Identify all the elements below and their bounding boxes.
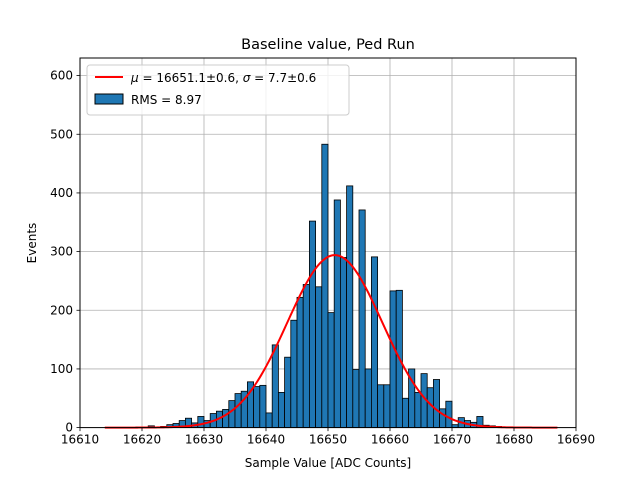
- histogram-bar: [234, 393, 242, 428]
- histogram-bar: [333, 199, 341, 428]
- histogram-bar: [253, 386, 261, 428]
- histogram-bar: [327, 312, 335, 429]
- legend-histogram-swatch: [94, 93, 124, 105]
- chart-title: Baseline value, Ped Run: [241, 37, 415, 53]
- y-axis-label: Events: [25, 223, 39, 264]
- y-tick-label: 200: [50, 303, 73, 317]
- histogram-bar: [271, 344, 279, 429]
- histogram-bar: [389, 290, 397, 429]
- histogram-bar: [259, 384, 267, 428]
- histogram-bar: [222, 409, 230, 428]
- x-tick-label: 16630: [185, 433, 223, 447]
- histogram-bar: [284, 356, 292, 429]
- x-axis-ticks: 16610 16620 16630 16640 16650 16660 16670 16680…: [61, 427, 595, 447]
- y-tick-label: 100: [50, 362, 73, 376]
- histogram-bar: [426, 387, 434, 428]
- legend-fit-label: μ = 16651.1±0.6, σ = 7.7±0.6: [130, 71, 316, 85]
- x-tick-label: 16620: [123, 433, 161, 447]
- histogram-bar: [265, 412, 273, 428]
- gaussian-fit-line: [104, 254, 558, 429]
- histogram-bar: [315, 286, 323, 428]
- histogram-bar: [296, 296, 304, 428]
- histogram-bar: [302, 284, 310, 429]
- legend: μ = 16651.1±0.6, σ = 7.7±0.6 RMS = 8.97: [86, 64, 350, 116]
- y-tick-label: 400: [50, 186, 73, 200]
- legend-box: [86, 64, 350, 116]
- histogram-bar: [197, 416, 205, 429]
- x-tick-label: 16690: [557, 433, 595, 447]
- histogram-bars: [135, 143, 515, 429]
- x-tick-label: 16640: [247, 433, 285, 447]
- histogram-bar: [346, 185, 354, 428]
- histogram-bar: [339, 257, 347, 429]
- legend-mu-value: = 16651.1±0.6,: [139, 71, 243, 85]
- legend-histogram-label: RMS = 8.97: [131, 93, 202, 107]
- histogram-bar: [358, 209, 366, 429]
- histogram-bar: [290, 319, 298, 428]
- histogram-bar: [228, 400, 236, 429]
- histogram-bar: [414, 391, 422, 428]
- histogram-bar: [308, 220, 316, 429]
- histogram-bar: [383, 384, 391, 429]
- x-tick-label: 16660: [371, 433, 409, 447]
- x-tick-label: 16670: [433, 433, 471, 447]
- histogram-bar: [401, 397, 409, 428]
- x-tick-label: 16650: [309, 433, 347, 447]
- histogram-bar: [277, 391, 285, 428]
- histogram-bar: [377, 384, 385, 429]
- y-tick-label: 500: [50, 127, 73, 141]
- legend-sigma-symbol: σ: [243, 71, 251, 85]
- x-tick-label: 16680: [495, 433, 533, 447]
- legend-sigma-value: = 7.7±0.6: [250, 71, 316, 85]
- histogram-bar: [364, 368, 372, 428]
- histogram-bar: [370, 256, 378, 429]
- x-axis-label: Sample Value [ADC Counts]: [245, 456, 411, 470]
- y-tick-label: 0: [65, 421, 73, 435]
- y-axis-ticks: 0 100 200 300 400 500 600: [50, 69, 80, 435]
- y-tick-label: 600: [50, 69, 73, 83]
- y-tick-label: 300: [50, 245, 73, 259]
- legend-mu-symbol: μ: [130, 71, 139, 85]
- histogram-bar: [321, 143, 329, 428]
- x-tick-label: 16610: [61, 433, 99, 447]
- histogram-bar: [432, 379, 440, 429]
- histogram-bar: [445, 400, 453, 429]
- histogram-bar: [352, 369, 360, 428]
